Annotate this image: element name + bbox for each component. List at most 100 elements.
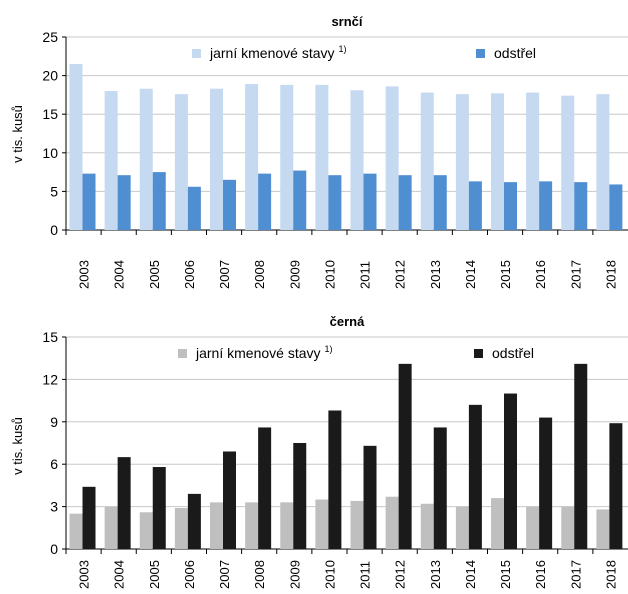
y-tick-label: 20 — [42, 68, 58, 84]
bar-jarni-kmenove-stavy-2017 — [561, 506, 575, 549]
y-tick-label: 15 — [42, 329, 58, 345]
bar-jarni-kmenove-stavy-2012 — [385, 496, 399, 549]
legend-item: jarní kmenové stavy 1) — [192, 44, 347, 61]
bar-odstrel-2010 — [328, 175, 342, 230]
x-tick-label: 2016 — [533, 260, 548, 289]
bar-odstrel-2003 — [82, 486, 96, 549]
chart-cerna: černá v tis. kusů 0 3 6 9 12 15 2003 2004 2005 20… — [10, 314, 628, 589]
y-tick-label: 12 — [42, 371, 58, 387]
legend-item: odstřel — [476, 45, 536, 61]
bar-jarni-kmenove-stavy-2010 — [315, 84, 329, 230]
x-tick-label: 2008 — [252, 560, 267, 589]
x-tick-label: 2013 — [428, 260, 443, 289]
bar-odstrel-2007 — [223, 451, 237, 549]
bar-jarni-kmenove-stavy-2008 — [245, 84, 259, 230]
x-tick-label: 2010 — [322, 560, 337, 589]
x-tick-label: 2017 — [568, 260, 583, 289]
x-tick-label: 2012 — [393, 260, 408, 289]
bar-jarni-kmenove-stavy-2005 — [139, 512, 153, 549]
x-tick-label: 2016 — [533, 560, 548, 589]
x-tick-label: 2015 — [498, 260, 513, 289]
bar-jarni-kmenove-stavy-2018 — [596, 94, 610, 231]
bar-jarni-kmenove-stavy-2014 — [455, 506, 469, 549]
bar-odstrel-2012 — [398, 363, 412, 549]
bar-jarni-kmenove-stavy-2004 — [104, 91, 118, 230]
x-tick-label: 2004 — [112, 560, 127, 589]
bar-jarni-kmenove-stavy-2011 — [350, 90, 364, 230]
bar-odstrel-2006 — [187, 186, 201, 230]
x-tick-label: 2014 — [463, 260, 478, 289]
legend-swatch — [476, 49, 485, 58]
bar-jarni-kmenove-stavy-2003 — [69, 513, 83, 549]
bar-odstrel-2007 — [223, 179, 237, 230]
x-tick-label: 2018 — [603, 560, 618, 589]
bar-jarni-kmenove-stavy-2016 — [526, 92, 540, 230]
legend-label: jarní kmenové stavy 1) — [209, 44, 347, 61]
bar-odstrel-2011 — [363, 445, 377, 549]
y-tick-label: 10 — [42, 145, 58, 161]
bar-jarni-kmenove-stavy-2013 — [420, 503, 434, 549]
bar-jarni-kmenove-stavy-2004 — [104, 506, 118, 549]
bar-odstrel-2014 — [468, 404, 482, 549]
chart-srnci: srnčí v tis. kusů 0 5 10 15 20 25 2003 2004 2005… — [10, 14, 628, 289]
bar-jarni-kmenove-stavy-2006 — [174, 94, 188, 231]
legend-footnote-mark: 1) — [325, 344, 333, 354]
legend-label: odstřel — [492, 345, 534, 361]
chart-title-cerna: černá — [330, 314, 365, 329]
x-tick-label: 2004 — [112, 260, 127, 289]
x-tick-label: 2012 — [393, 560, 408, 589]
bar-jarni-kmenove-stavy-2005 — [139, 88, 153, 230]
bar-odstrel-2018 — [609, 423, 623, 549]
legend-swatch — [178, 349, 187, 358]
bar-odstrel-2006 — [187, 493, 201, 549]
bar-jarni-kmenove-stavy-2012 — [385, 86, 399, 231]
bar-odstrel-2015 — [504, 393, 518, 549]
y-tick-label: 25 — [42, 29, 58, 45]
legend-item: odstřel — [474, 345, 534, 361]
x-tick-label: 2018 — [603, 260, 618, 289]
bar-odstrel-2013 — [433, 175, 447, 230]
bar-odstrel-2005 — [152, 172, 166, 230]
x-tick-label: 2008 — [252, 260, 267, 289]
bar-jarni-kmenove-stavy-2017 — [561, 95, 575, 230]
x-tick-label: 2009 — [287, 260, 302, 289]
bar-odstrel-2016 — [539, 417, 553, 549]
x-tick-label: 2007 — [217, 260, 232, 289]
legend-label: odstřel — [494, 45, 536, 61]
bar-jarni-kmenove-stavy-2016 — [526, 506, 540, 549]
x-tick-label: 2017 — [568, 560, 583, 589]
y-tick-label: 6 — [50, 456, 58, 472]
x-tick-label: 2005 — [147, 560, 162, 589]
x-tick-label: 2009 — [287, 560, 302, 589]
chart-title-srnci: srnčí — [331, 14, 362, 29]
bar-jarni-kmenove-stavy-2008 — [245, 502, 259, 549]
y-tick-label: 5 — [50, 183, 58, 199]
x-tick-label: 2010 — [322, 260, 337, 289]
bar-odstrel-2013 — [433, 427, 447, 549]
x-tick-label: 2011 — [358, 261, 373, 289]
legend-swatch — [474, 349, 483, 358]
legend-footnote-mark: 1) — [339, 44, 347, 54]
x-tick-label: 2005 — [147, 260, 162, 289]
bar-jarni-kmenove-stavy-2003 — [69, 64, 83, 231]
legend-item: jarní kmenové stavy 1) — [178, 344, 333, 361]
bar-jarni-kmenove-stavy-2010 — [315, 499, 329, 549]
y-tick-label: 3 — [50, 499, 58, 515]
y-tick-label: 0 — [50, 222, 58, 238]
bar-jarni-kmenove-stavy-2018 — [596, 509, 610, 549]
bar-jarni-kmenove-stavy-2009 — [280, 502, 294, 549]
bar-jarni-kmenove-stavy-2006 — [174, 508, 188, 549]
bar-odstrel-2016 — [539, 181, 553, 230]
x-tick-label: 2015 — [498, 560, 513, 589]
bar-odstrel-2008 — [258, 173, 272, 230]
bar-odstrel-2009 — [293, 170, 307, 230]
bar-jarni-kmenove-stavy-2007 — [210, 88, 224, 230]
bar-odstrel-2004 — [117, 175, 131, 230]
bar-odstrel-2004 — [117, 457, 131, 549]
x-tick-label: 2014 — [463, 560, 478, 589]
bar-odstrel-2003 — [82, 173, 96, 230]
x-tick-label: 2013 — [428, 560, 443, 589]
bar-odstrel-2018 — [609, 184, 623, 230]
x-tick-label: 2003 — [77, 260, 92, 289]
